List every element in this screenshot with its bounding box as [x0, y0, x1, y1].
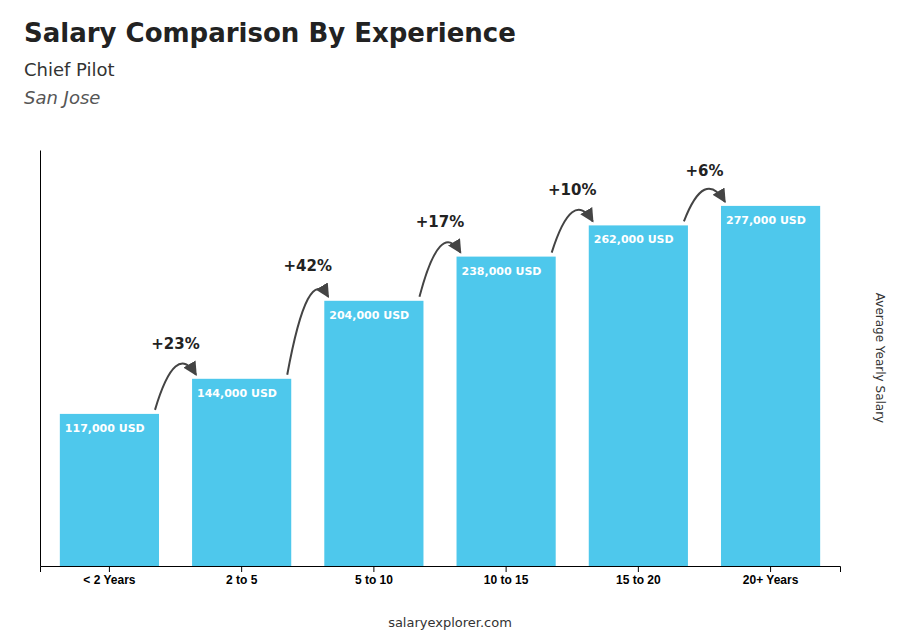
annotation: +23% [151, 335, 199, 353]
footer: salaryexplorer.com [388, 615, 512, 630]
data-label: 117,000 USD [65, 422, 145, 435]
arrow [684, 189, 725, 222]
x-tick-mark [638, 566, 639, 572]
annotation: +6% [685, 162, 723, 180]
x-tick-mark [109, 566, 110, 572]
chart: Salary Comparison By Experience Chief Pil… [0, 0, 900, 641]
x-tick-mark [770, 566, 771, 572]
arrow [155, 364, 196, 410]
data-label: 262,000 USD [594, 233, 674, 246]
data-label: 204,000 USD [329, 309, 409, 322]
x-tick-label: < 2 Years [83, 573, 135, 587]
x-tick-label: 20+ Years [743, 573, 799, 587]
x-tick: 5 to 10 [355, 566, 393, 587]
bar [589, 225, 688, 566]
annotation: +42% [284, 257, 332, 275]
data-labels: 117,000 USD 144,000 USD 204,000 USD 238,000… [65, 214, 806, 435]
arrow [287, 289, 328, 375]
x-tick: 10 to 15 [484, 566, 529, 587]
title: Salary Comparison By Experience [24, 18, 516, 48]
x-tick: 2 to 5 [226, 566, 258, 587]
bar [60, 414, 159, 566]
data-label: 144,000 USD [197, 387, 277, 400]
annotation: +17% [416, 213, 464, 231]
x-axis: < 2 Years 2 to 5 5 to 10 10 to 15 15 to 20 20… [41, 566, 841, 587]
x-tick-label: 15 to 20 [616, 573, 661, 587]
x-tick: < 2 Years [83, 566, 135, 587]
y-axis [40, 151, 41, 567]
x-tick-mark [241, 566, 242, 572]
data-label: 238,000 USD [462, 265, 542, 278]
annotations: +23% +42% +17% +10% +6% [151, 162, 725, 410]
x-tick-label: 2 to 5 [226, 573, 258, 587]
x-tick: 15 to 20 [616, 566, 661, 587]
y-axis-line [40, 151, 41, 567]
bar [192, 379, 291, 566]
bar [457, 257, 556, 566]
bar [721, 206, 820, 566]
x-tick-label: 5 to 10 [355, 573, 393, 587]
arrow [419, 242, 460, 297]
bars [60, 206, 820, 566]
subtitle: San Jose [24, 87, 100, 108]
arrow [552, 210, 593, 253]
plot: 117,000 USD 144,000 USD 204,000 USD 238,000… [41, 151, 841, 587]
data-label: 277,000 USD [726, 214, 806, 227]
x-tick: 20+ Years [743, 566, 799, 587]
bar [324, 301, 423, 566]
x-tick-mark [373, 566, 374, 572]
x-tick-label: 10 to 15 [484, 573, 529, 587]
subtitle: Chief Pilot [24, 59, 115, 80]
y-axis-title: Average Yearly Salary [873, 293, 887, 423]
x-tick-mark [506, 566, 507, 572]
x-axis-line [41, 567, 841, 573]
annotation: +10% [548, 181, 596, 199]
